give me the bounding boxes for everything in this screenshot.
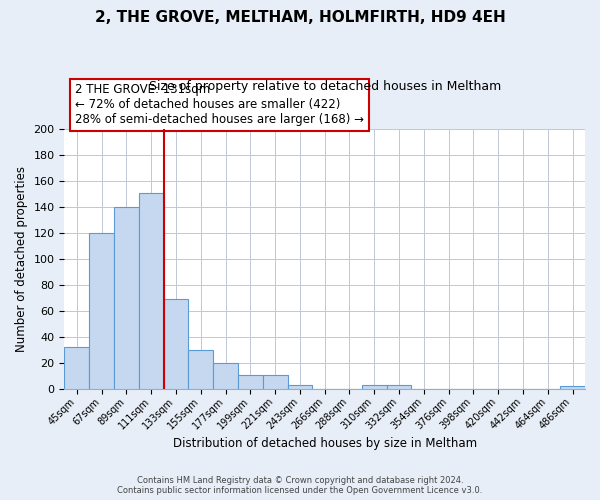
Bar xyxy=(64,348,89,389)
Bar xyxy=(89,233,114,389)
Bar xyxy=(139,192,164,389)
Bar xyxy=(213,363,238,389)
Bar xyxy=(188,350,213,389)
Bar xyxy=(362,385,386,389)
Text: 2, THE GROVE, MELTHAM, HOLMFIRTH, HD9 4EH: 2, THE GROVE, MELTHAM, HOLMFIRTH, HD9 4E… xyxy=(95,10,505,25)
Bar xyxy=(263,374,287,389)
Bar xyxy=(114,207,139,389)
X-axis label: Distribution of detached houses by size in Meltham: Distribution of detached houses by size … xyxy=(173,437,477,450)
Text: Contains HM Land Registry data © Crown copyright and database right 2024.
Contai: Contains HM Land Registry data © Crown c… xyxy=(118,476,482,495)
Title: Size of property relative to detached houses in Meltham: Size of property relative to detached ho… xyxy=(149,80,501,93)
Bar xyxy=(164,299,188,389)
Text: 2 THE GROVE: 131sqm
← 72% of detached houses are smaller (422)
28% of semi-detac: 2 THE GROVE: 131sqm ← 72% of detached ho… xyxy=(75,84,364,126)
Bar xyxy=(386,385,412,389)
Bar xyxy=(287,385,313,389)
Bar xyxy=(560,386,585,389)
Y-axis label: Number of detached properties: Number of detached properties xyxy=(15,166,28,352)
Bar xyxy=(238,374,263,389)
